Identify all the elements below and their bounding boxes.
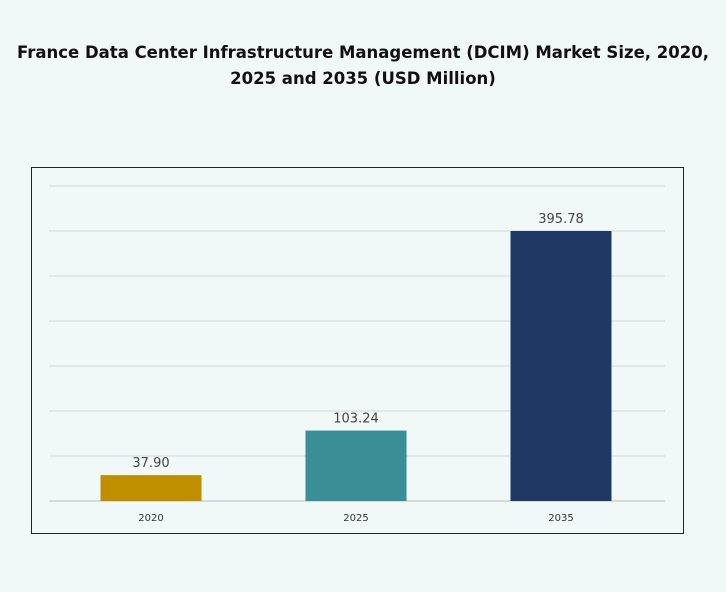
chart-title-line-1: France Data Center Infrastructure Manage… [17, 43, 709, 62]
chart-title-line-2: 2025 and 2035 (USD Million) [230, 69, 496, 88]
bar-2025 [305, 430, 407, 501]
x-tick-label-2035: 2035 [548, 513, 573, 524]
data-label-2035: 395.78 [538, 212, 584, 227]
x-tick-label-2025: 2025 [343, 513, 368, 524]
bar-2035 [510, 231, 612, 501]
chart-title: France Data Center Infrastructure Manage… [0, 40, 726, 92]
data-label-2025: 103.24 [333, 412, 379, 427]
chart-frame: 37.90 2020 103.24 2025 395.78 2035 [31, 167, 684, 534]
x-tick-label-2020: 2020 [138, 513, 163, 524]
data-label-2020: 37.90 [132, 456, 169, 471]
bar-2020 [100, 475, 202, 501]
bar-chart: 37.90 2020 103.24 2025 395.78 2035 [49, 185, 665, 524]
